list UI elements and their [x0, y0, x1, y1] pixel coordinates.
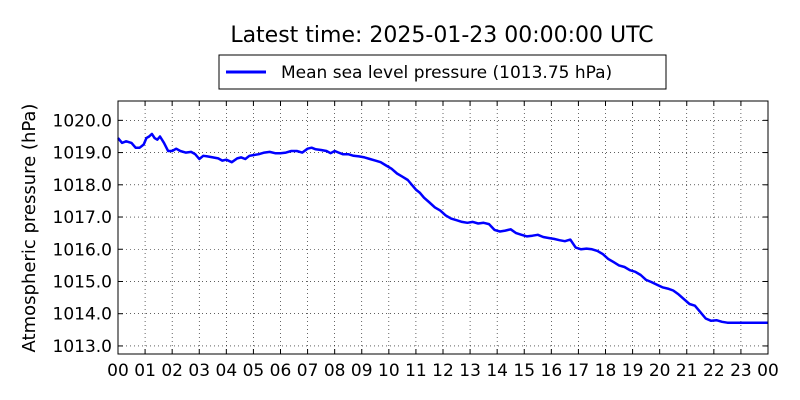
legend-label: Mean sea level pressure (1013.75 hPa) — [281, 63, 612, 83]
y-tick-label: 1015.0 — [53, 272, 112, 292]
x-tick-label: 18 — [595, 361, 617, 381]
ticks: 00 01 02 03 04 05 06 07 08 09 10 11 12 13 14 15 16 17 18 19… — [53, 101, 779, 381]
x-tick-label: 00 — [107, 361, 129, 381]
legend-box — [218, 54, 667, 90]
x-tick-label: 05 — [243, 361, 265, 381]
series-layer — [117, 132, 768, 324]
x-tick-label: 13 — [459, 361, 481, 381]
chart-title: Latest time: 2025-01-23 00:00:00 UTC — [230, 23, 653, 48]
x-tick-label: 07 — [297, 361, 319, 381]
y-tick-label: 1018.0 — [53, 176, 112, 196]
x-tick-label: 01 — [134, 361, 156, 381]
x-tick-label: 03 — [188, 361, 210, 381]
x-tick-label: 23 — [730, 361, 752, 381]
x-tick-label: 14 — [486, 361, 508, 381]
x-tick-label: 19 — [622, 361, 644, 381]
x-tick-label: 16 — [541, 361, 563, 381]
legend: Mean sea level pressure (1013.75 hPa) — [218, 54, 667, 90]
x-tick-label: 22 — [703, 361, 725, 381]
y-tick-label: 1020.0 — [53, 111, 112, 131]
x-tick-label: 08 — [324, 361, 346, 381]
x-tick-label: 10 — [378, 361, 400, 381]
x-tick-label: 12 — [432, 361, 454, 381]
x-tick-label: 15 — [513, 361, 535, 381]
x-tick-label: 11 — [405, 361, 427, 381]
x-tick-label: 04 — [216, 361, 238, 381]
y-tick-label: 1014.0 — [53, 305, 112, 325]
x-tick-label: 09 — [351, 361, 373, 381]
x-tick-label: 21 — [676, 361, 698, 381]
x-tick-label: 02 — [161, 361, 183, 381]
x-tick-label: 20 — [649, 361, 671, 381]
y-tick-label: 1016.0 — [53, 240, 112, 260]
y-axis-label: Atmospheric pressure (hPa) — [19, 104, 40, 353]
y-tick-label: 1019.0 — [53, 144, 112, 164]
y-tick-label: 1013.0 — [53, 337, 112, 357]
plot-frame — [117, 100, 769, 355]
series-line-pressure — [117, 132, 768, 324]
y-tick-label: 1017.0 — [53, 208, 112, 228]
x-tick-label: 17 — [568, 361, 590, 381]
grid — [118, 101, 768, 354]
x-tick-label: 06 — [270, 361, 292, 381]
x-tick-label: 00 — [757, 361, 779, 381]
